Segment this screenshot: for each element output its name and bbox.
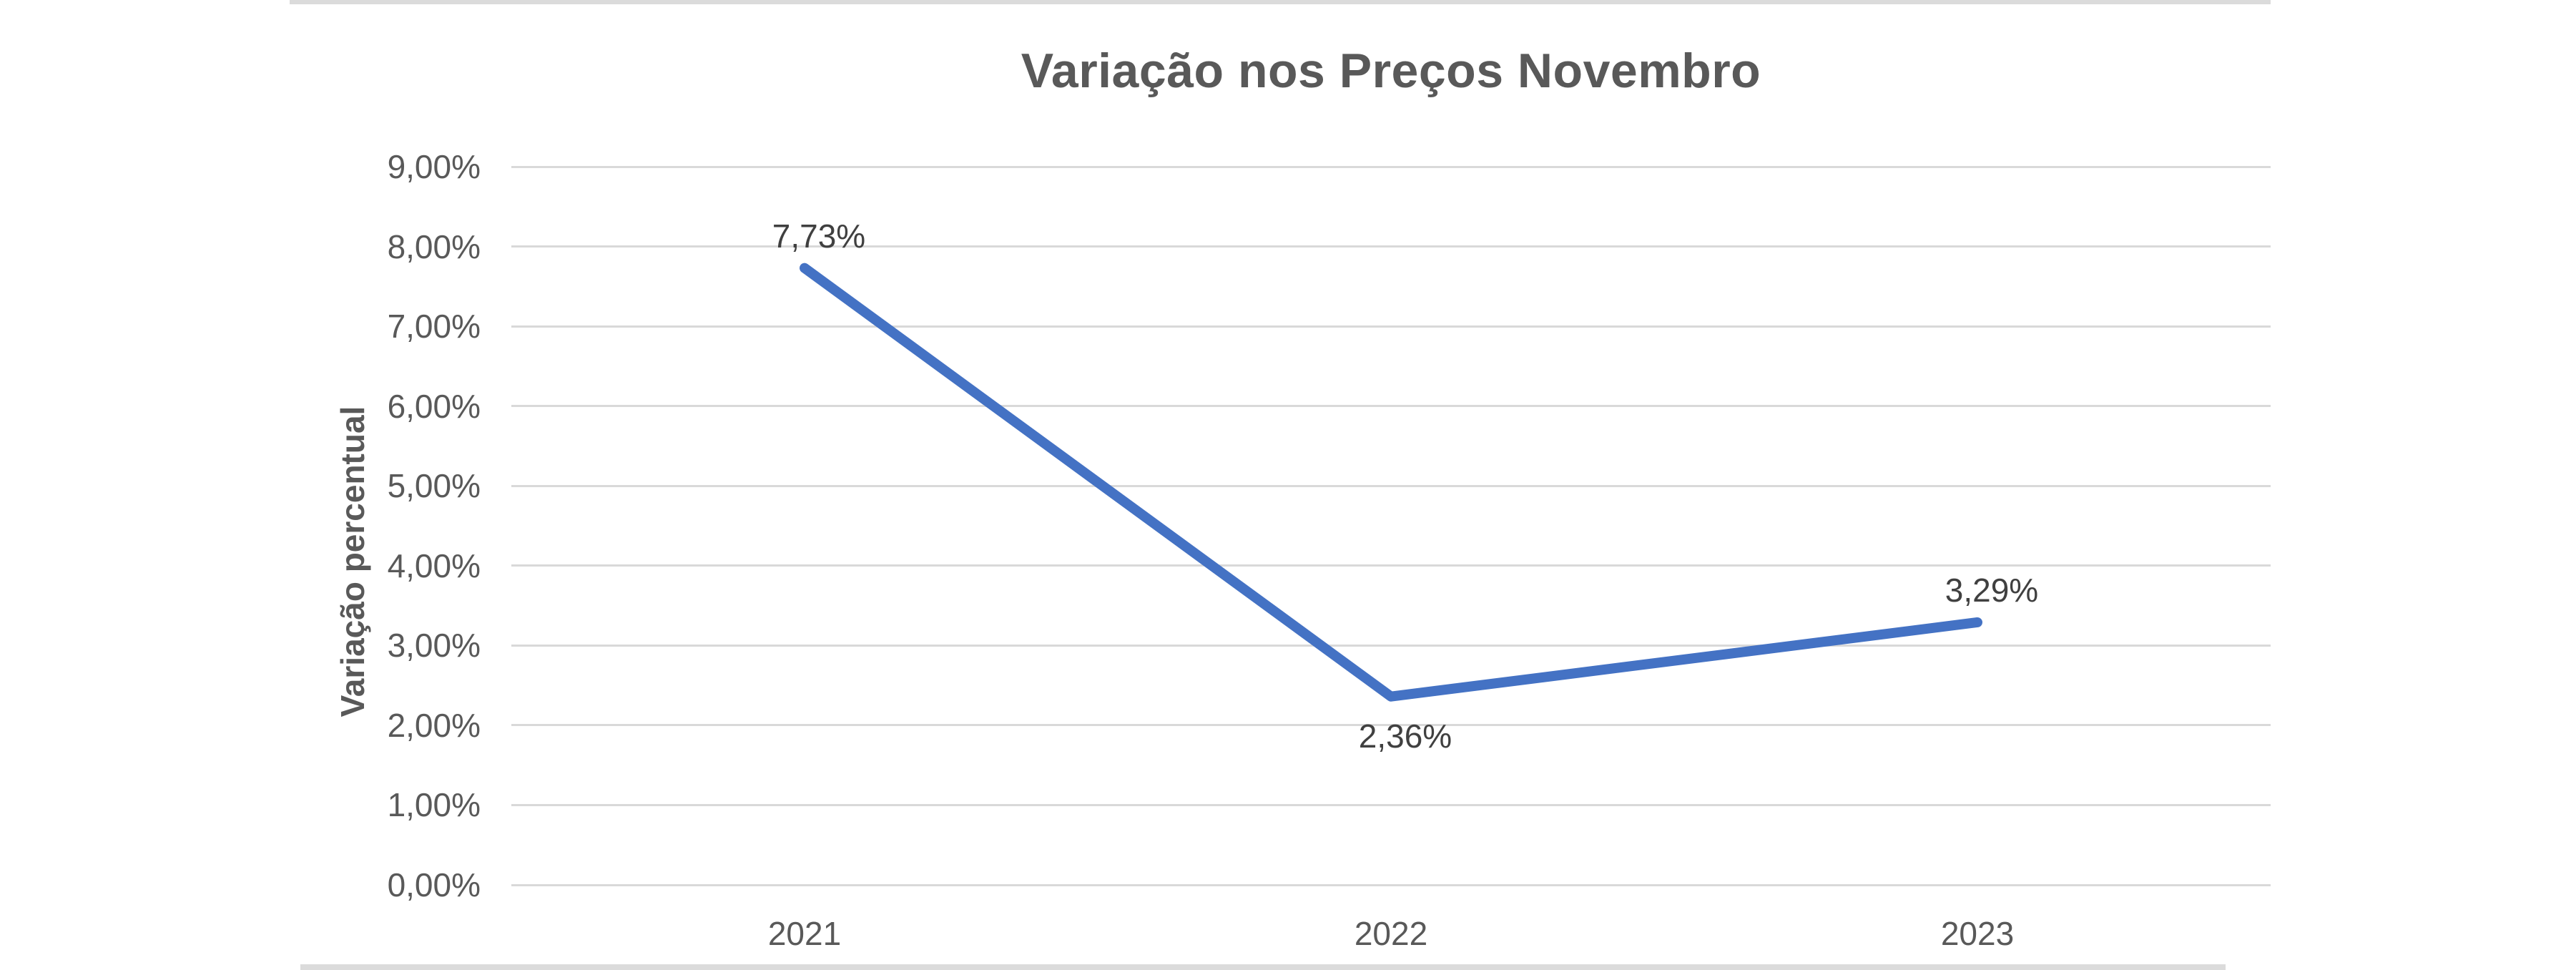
data-point-label: 3,29%: [1945, 571, 2039, 609]
gridline: [511, 325, 2271, 328]
y-tick-label: 7,00%: [387, 308, 481, 346]
y-tick-label: 5,00%: [387, 467, 481, 505]
y-tick-label: 0,00%: [387, 866, 481, 903]
data-point-label: 7,73%: [772, 217, 866, 255]
gridline: [511, 724, 2271, 727]
sheet-edge-top: [290, 0, 2271, 4]
gridline: [511, 484, 2271, 487]
x-tick-label: 2022: [1354, 915, 1428, 952]
gridline: [511, 165, 2271, 168]
chart-title: Variação nos Preços Novembro: [1021, 44, 1761, 98]
y-tick-label: 8,00%: [387, 227, 481, 265]
series-line: [800, 263, 1982, 702]
gridline: [511, 644, 2271, 647]
gridline: [511, 405, 2271, 408]
y-tick-label: 3,00%: [387, 627, 481, 665]
gridline: [511, 803, 2271, 806]
y-tick-label: 1,00%: [387, 786, 481, 824]
x-tick-label: 2023: [1940, 915, 2015, 952]
gridline: [511, 245, 2271, 248]
gridline: [511, 883, 2271, 886]
x-tick-label: 2021: [767, 915, 842, 952]
y-tick-label: 4,00%: [387, 547, 481, 584]
sheet-edge-bottom: [300, 964, 2226, 970]
data-point-label: 2,36%: [1358, 717, 1452, 755]
y-tick-label: 6,00%: [387, 387, 481, 425]
gridline: [511, 564, 2271, 567]
y-tick-label: 2,00%: [387, 706, 481, 744]
y-tick-label: 9,00%: [387, 148, 481, 185]
